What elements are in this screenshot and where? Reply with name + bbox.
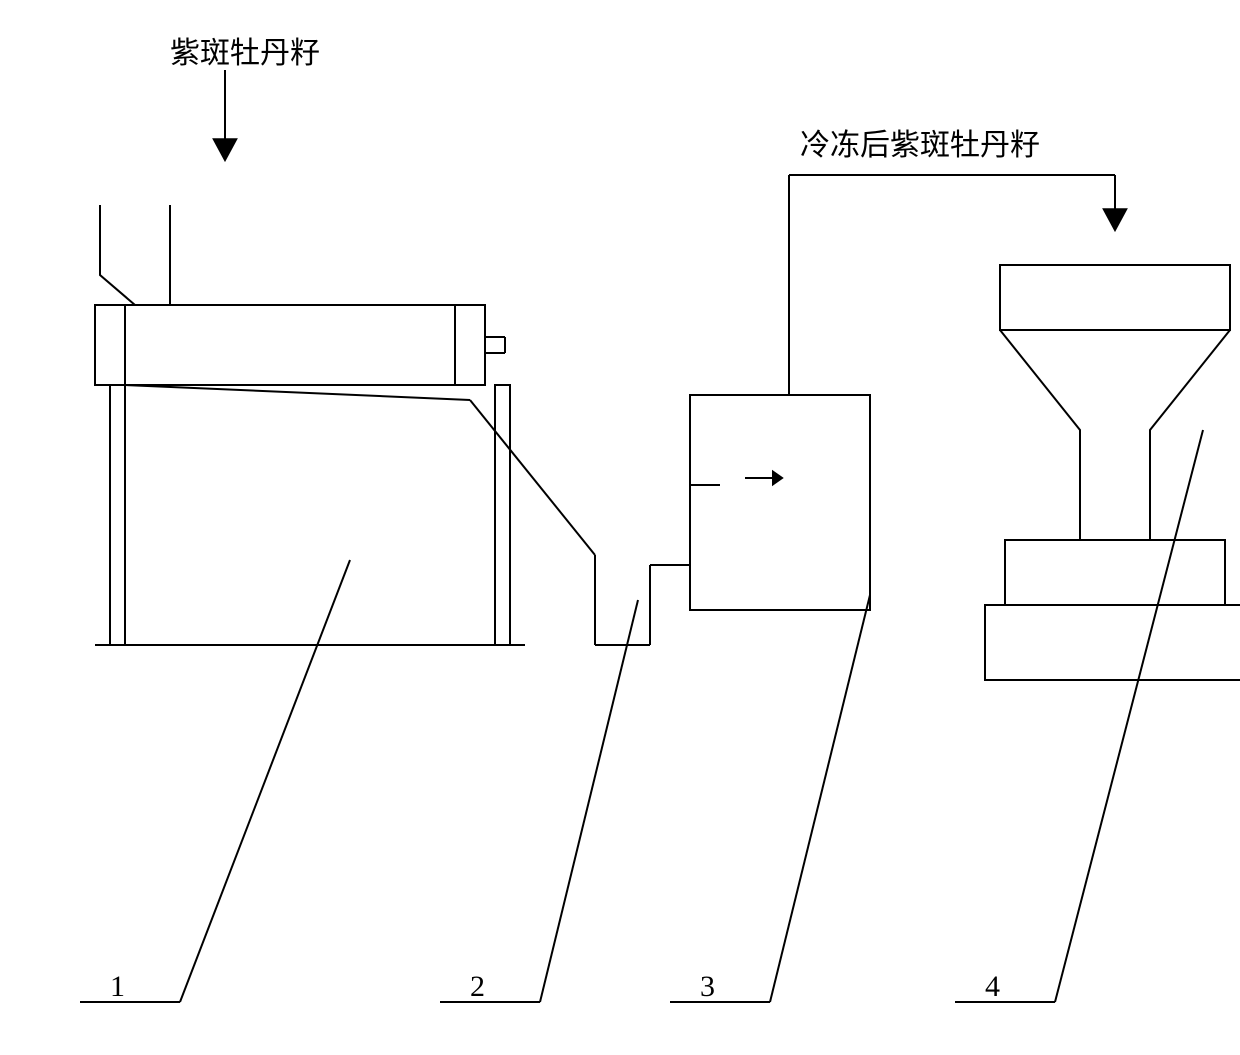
ref-4: 4 xyxy=(985,970,1000,1004)
ref-1: 1 xyxy=(110,970,125,1004)
process-diagram xyxy=(0,0,1240,1055)
ref-3: 3 xyxy=(700,970,715,1004)
input-right-label: 冷冻后紫斑牡丹籽 xyxy=(800,120,1040,164)
input-left-label: 紫斑牡丹籽 xyxy=(170,28,320,72)
ref-2: 2 xyxy=(470,970,485,1004)
